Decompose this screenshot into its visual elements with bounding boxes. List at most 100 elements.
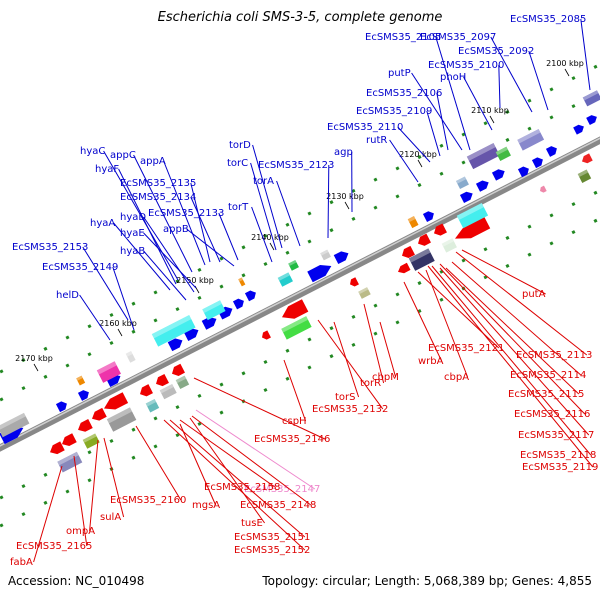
gene-label-text: hyaB	[120, 246, 145, 257]
reverse-gene-label: EcSMS35_2146	[193, 377, 330, 445]
track-dot	[65, 363, 70, 368]
forward-gene-label: EcSMS35_2149	[42, 262, 135, 331]
track-dot	[439, 171, 444, 176]
gene-label-text: fabA	[10, 557, 33, 568]
track-dot	[87, 478, 92, 483]
label-connector	[463, 76, 493, 131]
gene-box-body	[151, 315, 196, 347]
gene-box-shine	[82, 433, 97, 443]
gene-arrow-shape	[459, 191, 473, 204]
gene-arrow-shape	[540, 185, 547, 193]
track-dot	[219, 410, 224, 415]
reverse-gene-label: tusE	[189, 417, 266, 529]
gene-label-text: wrbA	[418, 356, 444, 367]
track-dot	[241, 371, 246, 376]
feature-layer	[0, 90, 600, 473]
gene-box-shine	[441, 238, 454, 247]
track-dot	[373, 177, 378, 182]
reverse-gene-label: putA	[461, 249, 546, 300]
ruler-tick	[564, 68, 570, 77]
reverse-gene-label: EcSMS35_2117	[439, 267, 594, 441]
gene-label-text: EcSMS35_2149	[42, 262, 118, 273]
track-dot	[65, 335, 70, 340]
gene-label-text: hyaD	[120, 212, 146, 223]
track-dot	[131, 329, 136, 334]
track-dot	[593, 64, 598, 69]
track-dot	[483, 121, 488, 126]
gene-arrow-shape	[402, 245, 415, 259]
gene-arrow-shape	[517, 166, 529, 178]
track-dot	[571, 76, 576, 81]
gene-arrow-reverse	[282, 299, 309, 319]
label-connector	[193, 377, 326, 440]
gene-box-body	[96, 361, 121, 383]
label-connector	[218, 212, 239, 261]
gene-box-body	[202, 300, 226, 321]
track-dot	[263, 262, 268, 267]
gene-arrow-reverse	[50, 441, 65, 455]
gene-box	[441, 238, 457, 253]
track-dot	[549, 241, 554, 246]
label-connector	[143, 250, 187, 301]
gene-label-text: torT	[228, 202, 249, 213]
gene-box-body	[577, 169, 592, 183]
track-dot	[131, 455, 136, 460]
track-dot	[175, 307, 180, 312]
gene-box-shine	[358, 287, 369, 295]
reverse-gene-label: EcSMS35_2152	[163, 419, 310, 556]
gene-arrow-shape	[232, 298, 244, 310]
gene-label-text: sulA	[100, 512, 121, 523]
track-dot	[21, 358, 26, 363]
label-connector	[169, 419, 306, 538]
label-connector	[89, 439, 99, 532]
track-dot	[417, 281, 422, 286]
gene-box-shine	[582, 90, 599, 101]
gene-box-shine	[96, 361, 117, 375]
label-connector	[163, 419, 306, 551]
gene-label-text: EcSMS35_2119	[522, 462, 598, 473]
gene-arrow-shape	[333, 251, 349, 265]
gene-arrow-shape	[475, 180, 489, 192]
label-connector	[163, 160, 206, 266]
gene-label-text: rutR	[366, 135, 387, 146]
track-dot	[307, 365, 312, 370]
track-dot	[351, 188, 356, 193]
gene-label-text: EcSMS35_2133	[148, 208, 224, 219]
gene-box-body	[281, 316, 312, 340]
gene-label-text: torC	[227, 158, 248, 169]
gene-arrow-shape	[586, 115, 597, 125]
gene-box-body	[159, 383, 177, 400]
gene-arrow-shape	[307, 265, 332, 283]
reverse-gene-label: EcSMS35_2147	[195, 409, 320, 495]
gene-box-body	[582, 90, 600, 107]
reverse-gene-label: EcSMS35_2113	[455, 251, 592, 361]
gene-label-text: hyaA	[90, 218, 115, 229]
gene-arrow-forward	[244, 290, 256, 302]
track-dot	[87, 450, 92, 455]
track-dot	[417, 155, 422, 160]
forward-gene-label: EcSMS35_2135	[120, 178, 211, 263]
gene-arrow-reverse	[350, 277, 359, 287]
gene-arrow-reverse	[104, 392, 129, 410]
forward-gene-label: rutR	[366, 135, 419, 183]
track-dot	[109, 312, 114, 317]
label-connector	[103, 437, 125, 518]
reverse-gene-label: EcSMS35_2132	[312, 319, 388, 415]
gene-arrow-shape	[491, 169, 505, 181]
label-connector	[435, 36, 471, 151]
gene-box-shine	[577, 169, 589, 178]
label-connector	[179, 423, 217, 506]
label-connector	[439, 267, 590, 436]
reverse-gene-label: EcSMS35_2158	[179, 419, 280, 493]
label-connector	[133, 154, 193, 273]
gene-arrow-shape	[172, 363, 185, 376]
forward-gene-label: hyaC	[80, 146, 179, 281]
label-connector	[461, 249, 546, 295]
track-dot	[395, 194, 400, 199]
gene-box-shine	[288, 259, 297, 267]
gene-arrow-reverse	[540, 185, 547, 193]
gene-arrow-forward	[475, 180, 489, 192]
track-dot	[571, 202, 576, 207]
